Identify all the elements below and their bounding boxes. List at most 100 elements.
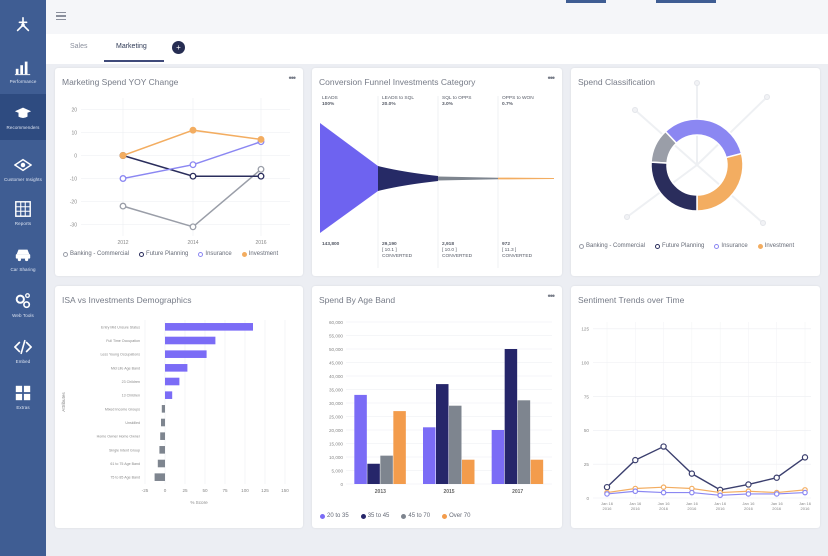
bar xyxy=(530,459,544,484)
x-tick-label: 0 xyxy=(164,488,167,493)
bar xyxy=(165,350,207,358)
gears-icon xyxy=(15,293,31,309)
x-tick-label: Jan 16 xyxy=(658,501,671,506)
funnel-head-leads-to-sql: LEADS to SQL 20.0% xyxy=(382,96,414,107)
legend-item: Banking - Commercial xyxy=(63,251,129,257)
nav-label-reports: Reports xyxy=(14,221,32,226)
y-axis-label: Attributes xyxy=(61,392,66,412)
apps-icon xyxy=(15,385,31,401)
card-menu-icon[interactable]: ••• xyxy=(547,291,556,301)
spoke-node xyxy=(624,214,630,220)
x-tick-label: 75 xyxy=(222,488,228,493)
y-tick-label: 30,000 xyxy=(329,401,343,406)
y-tick-label: Unskilled xyxy=(125,421,140,425)
spoke xyxy=(696,96,768,166)
data-point xyxy=(688,470,696,477)
nav-item-reports[interactable]: Reports xyxy=(0,190,46,236)
bar xyxy=(449,405,462,484)
x-tick-label: -25 xyxy=(142,488,149,493)
legend: Banking - Commercial Future Planning Ins… xyxy=(579,243,809,249)
legend-item: 45 to 70 xyxy=(401,513,430,519)
nav-item-car-sharing[interactable]: Car Sharing xyxy=(0,236,46,282)
bar xyxy=(165,377,180,386)
bar xyxy=(393,411,406,484)
y-tick-label: 35,000 xyxy=(329,387,343,392)
series-line xyxy=(606,486,806,494)
graduation-cap-icon xyxy=(14,107,32,118)
grid-icon xyxy=(15,201,31,217)
y-tick-label: 40,000 xyxy=(329,374,343,379)
data-point xyxy=(801,454,809,461)
nav-label-web-tools: Web Tools xyxy=(12,313,34,318)
funnel-value-leads-to-sql: 29,190[ 10.1 ] CONVERTED xyxy=(382,242,413,259)
nav-item-home[interactable] xyxy=(0,2,46,48)
legend: Banking - Commercial Future Planning Ins… xyxy=(63,251,293,257)
legend-item: Insurance xyxy=(198,251,232,257)
card-isa-demographics: ISA vs Investments Demographics -25 0 25 50… xyxy=(55,286,303,528)
x-tick-label: Jan 16 xyxy=(686,501,699,506)
x-tick-label: 2015 xyxy=(443,489,454,495)
funnel-stage-sql-to-opps xyxy=(438,176,498,181)
y-tick-label: 0 xyxy=(586,496,589,501)
funnel-head-sql-to-opps: SQL to OPPS 3.0% xyxy=(442,96,472,107)
x-tick-label: 2013 xyxy=(375,489,386,495)
nav-item-performance[interactable]: Performance xyxy=(0,48,46,94)
card-title: Spend Classification xyxy=(578,77,656,87)
legend-item: Future Planning xyxy=(655,243,704,249)
legend-item: 35 to 45 xyxy=(360,513,389,519)
bar xyxy=(517,400,531,484)
add-tab-button[interactable]: + xyxy=(172,41,185,54)
nav-item-extras[interactable]: Extras xyxy=(0,374,46,420)
bar xyxy=(380,455,393,484)
y-tick-label: 13 Children xyxy=(122,394,140,398)
legend-item: 20 to 35 xyxy=(320,513,349,519)
y-tick-label: 25,000 xyxy=(329,414,343,419)
x-tick-year: 2016 xyxy=(716,506,726,511)
hamburger-icon[interactable] xyxy=(56,12,66,20)
tab-marketing[interactable]: Marketing xyxy=(116,43,147,50)
y-tick-label: 75 to 85 Age Band xyxy=(110,476,140,480)
card-menu-icon[interactable]: ••• xyxy=(288,73,297,83)
y-tick-label: 20,000 xyxy=(329,428,343,433)
x-tick-label: Jan 16 xyxy=(799,501,812,506)
y-tick-label: -10 xyxy=(70,177,77,183)
nav-label-embed: Embed xyxy=(15,359,31,364)
x-tick-label: 2017 xyxy=(512,489,523,495)
data-point xyxy=(257,172,265,180)
bar xyxy=(436,384,449,484)
legend: 20 to 35 35 to 45 45 to 70 Over 70 xyxy=(320,513,550,519)
tab-sales[interactable]: Sales xyxy=(70,43,88,50)
card-menu-icon[interactable]: ••• xyxy=(547,73,556,83)
series-line xyxy=(606,445,806,491)
legend-item: Banking - Commercial xyxy=(579,243,645,249)
y-tick-label: Mid Life Age Band xyxy=(111,366,140,370)
eye-icon xyxy=(14,158,32,172)
y-tick-label: 25 xyxy=(584,462,590,467)
y-tick-label: 125 xyxy=(581,327,589,332)
y-tick-label: Less Young Occupations xyxy=(100,353,140,357)
x-tick-label: Jan 16 xyxy=(771,501,784,506)
nav-item-embed[interactable]: Embed xyxy=(0,328,46,374)
nav-item-customer-insights[interactable]: Customer Insights xyxy=(0,146,46,192)
nav-item-recommenders[interactable]: Recommenders xyxy=(0,94,46,140)
bar xyxy=(462,459,475,484)
nav-item-web-tools[interactable]: Web Tools xyxy=(0,282,46,328)
spoke-node xyxy=(760,220,766,226)
funnel-head-opps-to-won: OPPS to WON 0.7% xyxy=(502,96,534,107)
data-point xyxy=(660,489,667,496)
bar xyxy=(165,323,253,331)
top-accent-2 xyxy=(656,0,716,3)
y-tick-label: 75 xyxy=(584,394,590,399)
series-line xyxy=(606,490,806,496)
y-tick-label: 61 to 75 Age Band xyxy=(110,462,140,466)
spend-classification-donut-chart xyxy=(624,80,770,226)
y-tick-label: 5,000 xyxy=(332,468,344,473)
y-tick-label: 45,000 xyxy=(329,360,343,365)
y-tick-label: Entry Mid Unsure Status xyxy=(101,325,140,329)
bar-chart-icon xyxy=(14,61,31,76)
bar xyxy=(504,349,518,484)
data-point xyxy=(660,443,667,450)
card-title: Sentiment Trends over Time xyxy=(578,295,685,305)
data-point xyxy=(189,172,197,180)
bar xyxy=(154,473,165,481)
